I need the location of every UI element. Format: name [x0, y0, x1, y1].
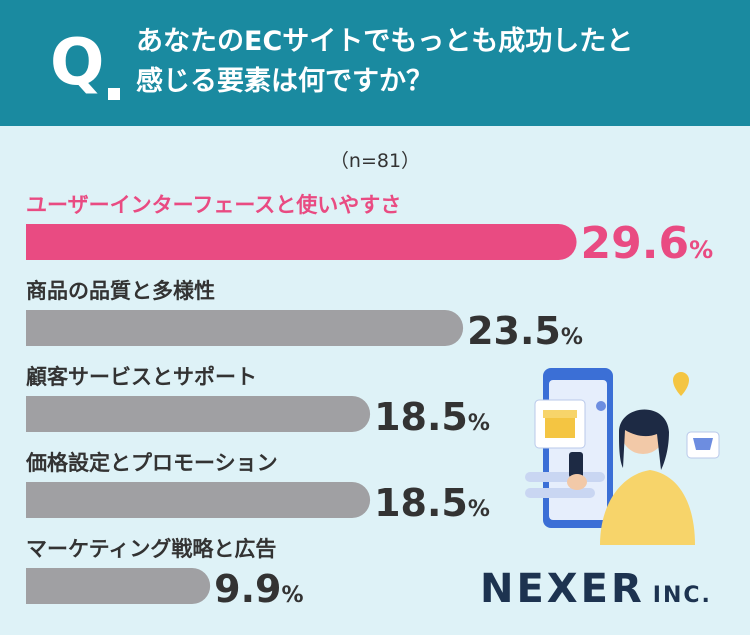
bar-left-edge — [26, 568, 62, 604]
held-phone — [569, 452, 583, 478]
value-number: 18.5 — [374, 395, 468, 439]
value-label: 29.6% — [581, 218, 714, 269]
question-line-1: あなたのECサイトでもっとも成功したと — [136, 26, 634, 57]
location-pin-icon — [673, 372, 689, 396]
sample-size: （n=81） — [329, 150, 421, 172]
category-label: ユーザーインターフェースと使いやすさ — [26, 193, 401, 217]
value-unit: % — [561, 325, 583, 350]
value-unit: % — [689, 236, 713, 264]
bar — [26, 396, 371, 432]
logo-main: NEXER — [480, 566, 645, 612]
bar — [26, 310, 464, 346]
bar-left-edge — [26, 396, 62, 432]
smartphone-woman-illustration — [525, 368, 720, 545]
logo-suffix: INC. — [652, 583, 712, 608]
value-unit: % — [468, 497, 490, 522]
woman-hand — [567, 474, 587, 490]
value-unit: % — [468, 411, 490, 436]
bell-icon — [596, 401, 606, 411]
woman-hair — [619, 409, 669, 470]
bar — [26, 482, 371, 518]
gift-lid — [543, 410, 577, 418]
q-mark: Q — [50, 26, 105, 100]
woman-body — [600, 470, 695, 545]
category-label: 顧客サービスとサポート — [26, 365, 257, 389]
value-unit: % — [281, 583, 303, 608]
ui-bar-2 — [525, 488, 595, 498]
q-dot — [108, 88, 120, 100]
bar — [26, 568, 211, 604]
question-text: あなたのECサイトでもっとも成功したと 感じる要素は何ですか？ — [136, 22, 726, 102]
bar-left-edge — [26, 482, 62, 518]
value-label: 9.9% — [214, 567, 303, 611]
category-label: 価格設定とプロモーション — [25, 451, 278, 475]
value-number: 18.5 — [374, 481, 468, 525]
bar-left-edge — [26, 310, 62, 346]
value-label: 18.5% — [374, 395, 490, 439]
category-label: 商品の品質と多様性 — [26, 279, 215, 303]
value-number: 9.9 — [214, 567, 281, 611]
category-label: マーケティング戦略と広告 — [26, 537, 276, 561]
bar-left-edge — [26, 224, 62, 260]
cart-icon — [693, 438, 713, 450]
nexer-logo: NEXER INC. — [480, 566, 712, 612]
value-label: 18.5% — [374, 481, 490, 525]
value-label: 23.5% — [467, 309, 583, 353]
value-number: 29.6 — [581, 218, 690, 269]
bar — [26, 224, 577, 260]
question-line-2: 感じる要素は何ですか？ — [136, 66, 433, 97]
value-number: 23.5 — [467, 309, 561, 353]
question-header: Q あなたのECサイトでもっとも成功したと 感じる要素は何ですか？ — [0, 0, 750, 126]
